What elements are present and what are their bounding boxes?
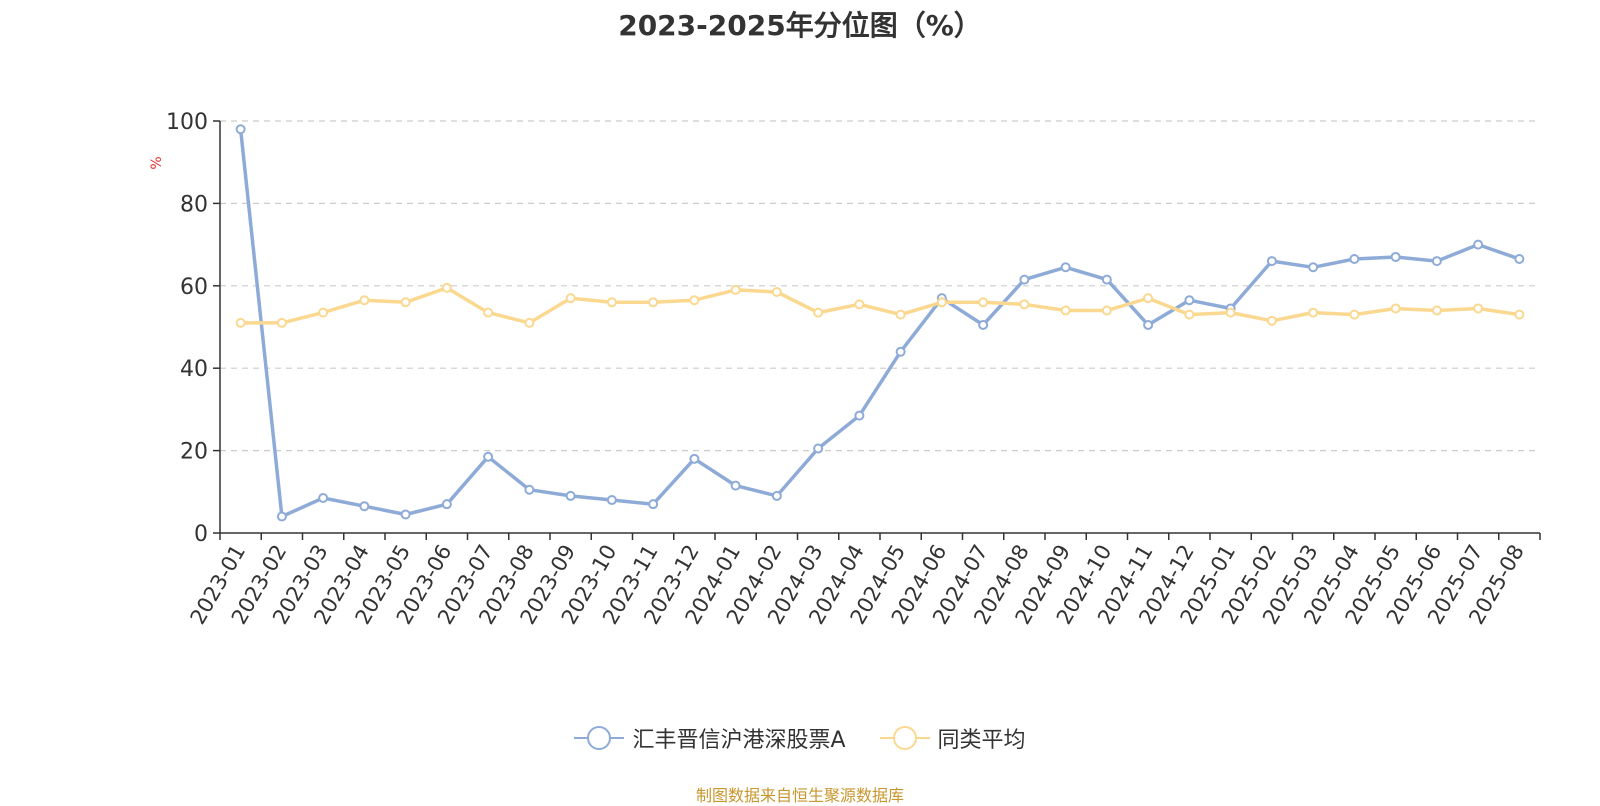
data-point xyxy=(1143,293,1154,304)
data-point xyxy=(235,124,246,135)
legend: 汇丰晋信沪港深股票A 同类平均 xyxy=(0,722,1600,754)
data-point xyxy=(771,286,782,297)
data-point xyxy=(606,297,617,308)
data-point xyxy=(235,317,246,328)
data-point xyxy=(1390,303,1401,314)
data-point xyxy=(936,297,947,308)
data-point xyxy=(1143,319,1154,330)
y-tick-label: 40 xyxy=(180,357,208,382)
data-point xyxy=(1266,315,1277,326)
data-point xyxy=(813,307,824,318)
data-point xyxy=(1101,274,1112,285)
data-point xyxy=(895,309,906,320)
data-point xyxy=(441,499,452,510)
source-note: 制图数据来自恒生聚源数据库 xyxy=(695,786,904,805)
data-point xyxy=(606,495,617,506)
data-point xyxy=(648,297,659,308)
data-point xyxy=(1390,251,1401,262)
data-point xyxy=(318,307,329,318)
data-point xyxy=(1349,254,1360,265)
data-point xyxy=(1184,309,1195,320)
y-tick-label: 100 xyxy=(166,110,208,135)
data-point xyxy=(1431,305,1442,316)
data-point xyxy=(854,410,865,421)
data-point xyxy=(524,484,535,495)
data-point xyxy=(1101,305,1112,316)
data-point xyxy=(483,451,494,462)
data-point xyxy=(1184,295,1195,306)
data-point xyxy=(1019,299,1030,310)
legend-item[interactable]: 汇丰晋信沪港深股票A xyxy=(574,722,846,754)
data-point xyxy=(1473,239,1484,250)
data-point xyxy=(565,293,576,304)
data-point xyxy=(1349,309,1360,320)
grid-lines xyxy=(220,120,1540,452)
data-point xyxy=(276,511,287,522)
data-point xyxy=(441,282,452,293)
data-point xyxy=(400,509,411,520)
chart-title: 2023-2025年分位图（%） xyxy=(618,9,982,42)
data-point xyxy=(1308,262,1319,273)
data-point xyxy=(400,297,411,308)
data-point xyxy=(689,295,700,306)
data-point xyxy=(1308,307,1319,318)
y-tick-label: 20 xyxy=(180,440,208,465)
data-point xyxy=(483,307,494,318)
legend-swatch-icon xyxy=(879,724,930,752)
data-point xyxy=(978,319,989,330)
data-point xyxy=(648,499,659,510)
series-2 xyxy=(235,282,1525,328)
series-line xyxy=(238,129,1520,519)
data-point xyxy=(1473,303,1484,314)
data-point xyxy=(689,453,700,464)
data-point xyxy=(813,443,824,454)
data-point xyxy=(359,501,370,512)
data-point xyxy=(1266,256,1277,267)
data-point xyxy=(1225,307,1236,318)
data-point xyxy=(524,317,535,328)
data-point xyxy=(565,490,576,501)
data-point xyxy=(1514,309,1525,320)
y-tick-label: 0 xyxy=(194,522,208,547)
data-point xyxy=(978,297,989,308)
data-point xyxy=(771,490,782,501)
legend-label: 汇丰晋信沪港深股票A xyxy=(632,728,846,753)
data-point xyxy=(1060,262,1071,273)
series-line xyxy=(240,286,1520,325)
data-point xyxy=(1431,256,1442,267)
data-point xyxy=(276,317,287,328)
axes: 0204060801002023-012023-022023-032023-04… xyxy=(166,110,1541,628)
data-point xyxy=(730,284,741,295)
legend-swatch-icon xyxy=(574,724,625,752)
data-point xyxy=(318,492,329,503)
data-point xyxy=(854,299,865,310)
data-point xyxy=(1019,274,1030,285)
data-point xyxy=(895,346,906,357)
data-point xyxy=(730,480,741,491)
y-tick-label: 80 xyxy=(180,192,208,217)
legend-item[interactable]: 同类平均 xyxy=(879,722,1026,754)
data-point xyxy=(1514,254,1525,265)
legend-label: 同类平均 xyxy=(937,728,1026,753)
series-1 xyxy=(235,124,1525,522)
data-point xyxy=(359,295,370,306)
y-tick-label: 60 xyxy=(180,275,208,300)
data-point xyxy=(1060,305,1071,316)
y-axis-unit-label: % xyxy=(149,156,165,169)
series-lines xyxy=(235,124,1525,522)
